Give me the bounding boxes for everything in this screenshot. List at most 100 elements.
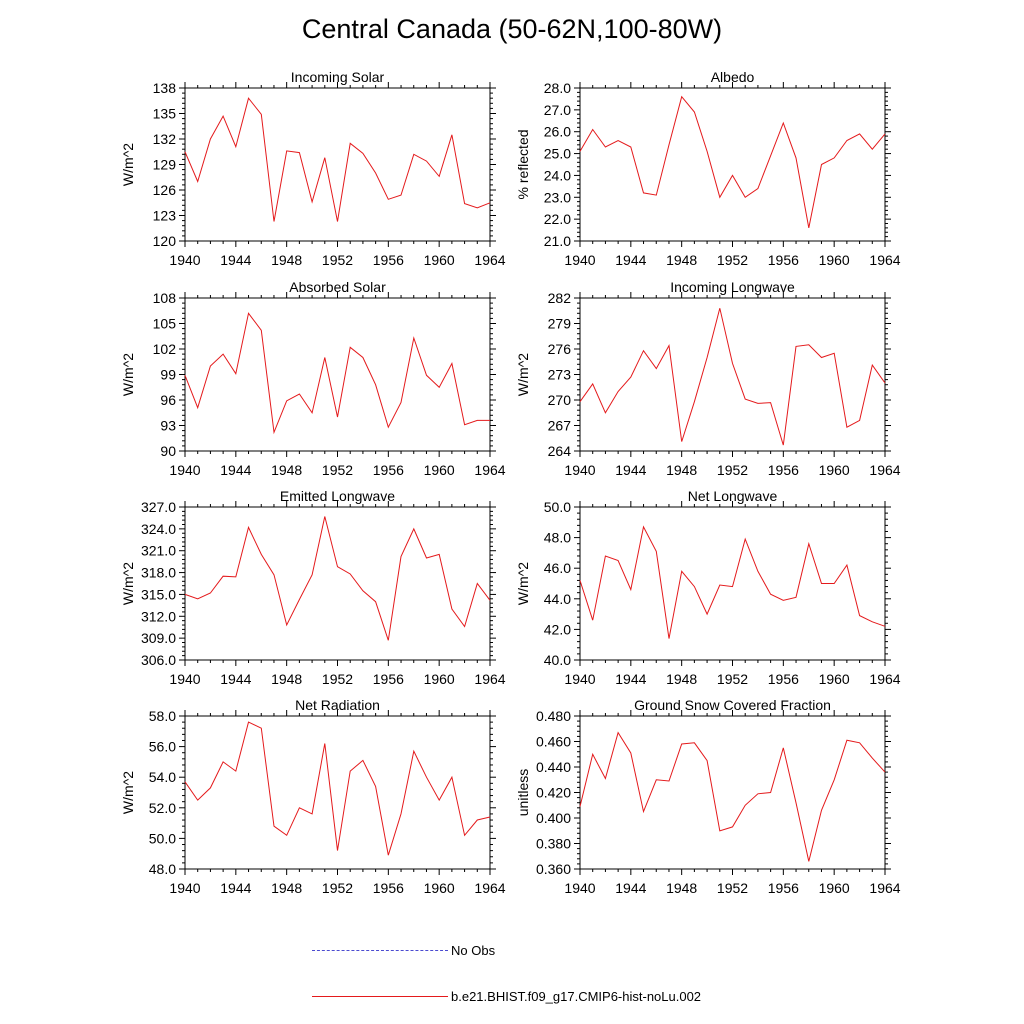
- y-tick-label: 126: [153, 182, 177, 198]
- legend-model-swatch: [312, 995, 448, 997]
- plot-frame: [579, 506, 886, 661]
- x-tick-label: 1940: [169, 880, 200, 896]
- panel-2: Albedo % reflected 21.0 22.0 23.0 24.0 25.0 26.…: [515, 69, 901, 268]
- y-tick-label: 267: [548, 418, 572, 434]
- page-title: Central Canada (50-62N,100-80W): [301, 14, 723, 44]
- panel-1: Incoming Solar W/m^2 120 123 126 129 132 135 138…: [120, 69, 506, 268]
- x-tick-label: 1964: [869, 252, 900, 268]
- y-tick-label: 56.0: [149, 739, 176, 755]
- y-tick-label: 276: [548, 341, 572, 357]
- plot-frame: [184, 297, 491, 452]
- legend-obs-label: No Obs: [451, 942, 496, 958]
- y-tick-label: 306.0: [141, 652, 176, 668]
- panel-title: Albedo: [711, 69, 755, 85]
- y-tick-label: 318.0: [141, 565, 176, 581]
- y-tick-label: 0.420: [536, 785, 571, 801]
- x-tick-label: 1960: [424, 880, 455, 896]
- x-tick-label: 1940: [564, 880, 595, 896]
- plot-frame: [579, 715, 886, 870]
- series-line: [579, 731, 886, 862]
- x-tick-label: 1948: [666, 671, 697, 687]
- y-tick-label: 279: [548, 316, 572, 332]
- y-tick-label: 48.0: [149, 861, 176, 877]
- y-tick-label: 324.0: [141, 521, 176, 537]
- y-tick-label: 23.0: [544, 189, 571, 205]
- y-tick-label: 50.0: [544, 499, 571, 515]
- y-axis-label: W/m^2: [120, 353, 136, 396]
- panel-title: Incoming Solar: [291, 69, 385, 85]
- y-tick-label: 40.0: [544, 652, 571, 668]
- x-tick-label: 1944: [220, 880, 251, 896]
- x-tick-label: 1940: [169, 252, 200, 268]
- panel-4: Incoming Longwave W/m^2 264 267 270 273 276 279…: [515, 279, 901, 478]
- x-tick-label: 1956: [768, 671, 799, 687]
- y-tick-label: 327.0: [141, 499, 176, 515]
- y-tick-label: 129: [153, 157, 177, 173]
- y-tick-label: 0.380: [536, 836, 571, 852]
- x-tick-label: 1944: [615, 252, 646, 268]
- x-tick-label: 1960: [424, 462, 455, 478]
- legend-obs: No Obs: [312, 942, 495, 958]
- series-line: [579, 308, 886, 446]
- series-line: [184, 97, 491, 222]
- x-tick-label: 1952: [717, 252, 748, 268]
- panel-7: Net Radiation W/m^2 48.0 50.0 52.0 54.0 56.0 58…: [120, 697, 506, 896]
- y-tick-label: 309.0: [141, 630, 176, 646]
- plot-frame: [184, 506, 491, 661]
- y-tick-label: 54.0: [149, 769, 176, 785]
- x-tick-label: 1960: [819, 252, 850, 268]
- y-axis-label: % reflected: [515, 129, 531, 199]
- y-tick-label: 273: [548, 367, 572, 383]
- y-tick-label: 132: [153, 131, 177, 147]
- panel-6: Net Longwave W/m^2 40.0 42.0 44.0 46.0 48.0 50.…: [515, 488, 901, 687]
- y-tick-label: 123: [153, 208, 177, 224]
- x-tick-label: 1964: [474, 671, 505, 687]
- panel-title: Net Radiation: [295, 697, 380, 713]
- y-tick-label: 264: [548, 443, 572, 459]
- plot-frame: [184, 87, 491, 242]
- x-tick-label: 1944: [615, 462, 646, 478]
- x-tick-label: 1940: [169, 462, 200, 478]
- x-tick-label: 1952: [322, 880, 353, 896]
- x-tick-label: 1956: [373, 462, 404, 478]
- y-tick-label: 21.0: [544, 233, 571, 249]
- plot-frame: [579, 297, 886, 452]
- x-tick-label: 1952: [322, 252, 353, 268]
- x-tick-label: 1944: [615, 671, 646, 687]
- legend-model: b.e21.BHIST.f09_g17.CMIP6-hist-noLu.002: [312, 988, 701, 1004]
- y-axis-label: W/m^2: [515, 562, 531, 605]
- x-tick-label: 1960: [424, 252, 455, 268]
- y-tick-label: 22.0: [544, 211, 571, 227]
- x-tick-label: 1944: [220, 462, 251, 478]
- y-tick-label: 25.0: [544, 146, 571, 162]
- x-tick-label: 1948: [271, 880, 302, 896]
- y-tick-label: 270: [548, 392, 572, 408]
- x-tick-label: 1952: [322, 462, 353, 478]
- panel-title: Incoming Longwave: [670, 279, 795, 295]
- y-tick-label: 58.0: [149, 708, 176, 724]
- y-tick-label: 52.0: [149, 800, 176, 816]
- y-axis-label: W/m^2: [120, 771, 136, 814]
- x-tick-label: 1944: [220, 671, 251, 687]
- x-tick-label: 1952: [717, 462, 748, 478]
- x-tick-label: 1960: [424, 671, 455, 687]
- y-tick-label: 96: [160, 392, 176, 408]
- y-tick-label: 108: [153, 290, 177, 306]
- x-tick-label: 1948: [271, 462, 302, 478]
- x-tick-label: 1956: [768, 880, 799, 896]
- x-tick-label: 1964: [869, 880, 900, 896]
- x-tick-label: 1960: [819, 671, 850, 687]
- x-tick-label: 1956: [768, 462, 799, 478]
- y-tick-label: 135: [153, 106, 177, 122]
- y-tick-label: 0.460: [536, 734, 571, 750]
- y-tick-label: 50.0: [149, 830, 176, 846]
- y-tick-label: 138: [153, 80, 177, 96]
- y-tick-label: 99: [160, 367, 176, 383]
- y-tick-label: 28.0: [544, 80, 571, 96]
- y-tick-label: 0.400: [536, 810, 571, 826]
- series-line: [579, 95, 886, 228]
- y-tick-label: 102: [153, 341, 177, 357]
- y-axis-label: unitless: [515, 769, 531, 816]
- x-tick-label: 1948: [666, 252, 697, 268]
